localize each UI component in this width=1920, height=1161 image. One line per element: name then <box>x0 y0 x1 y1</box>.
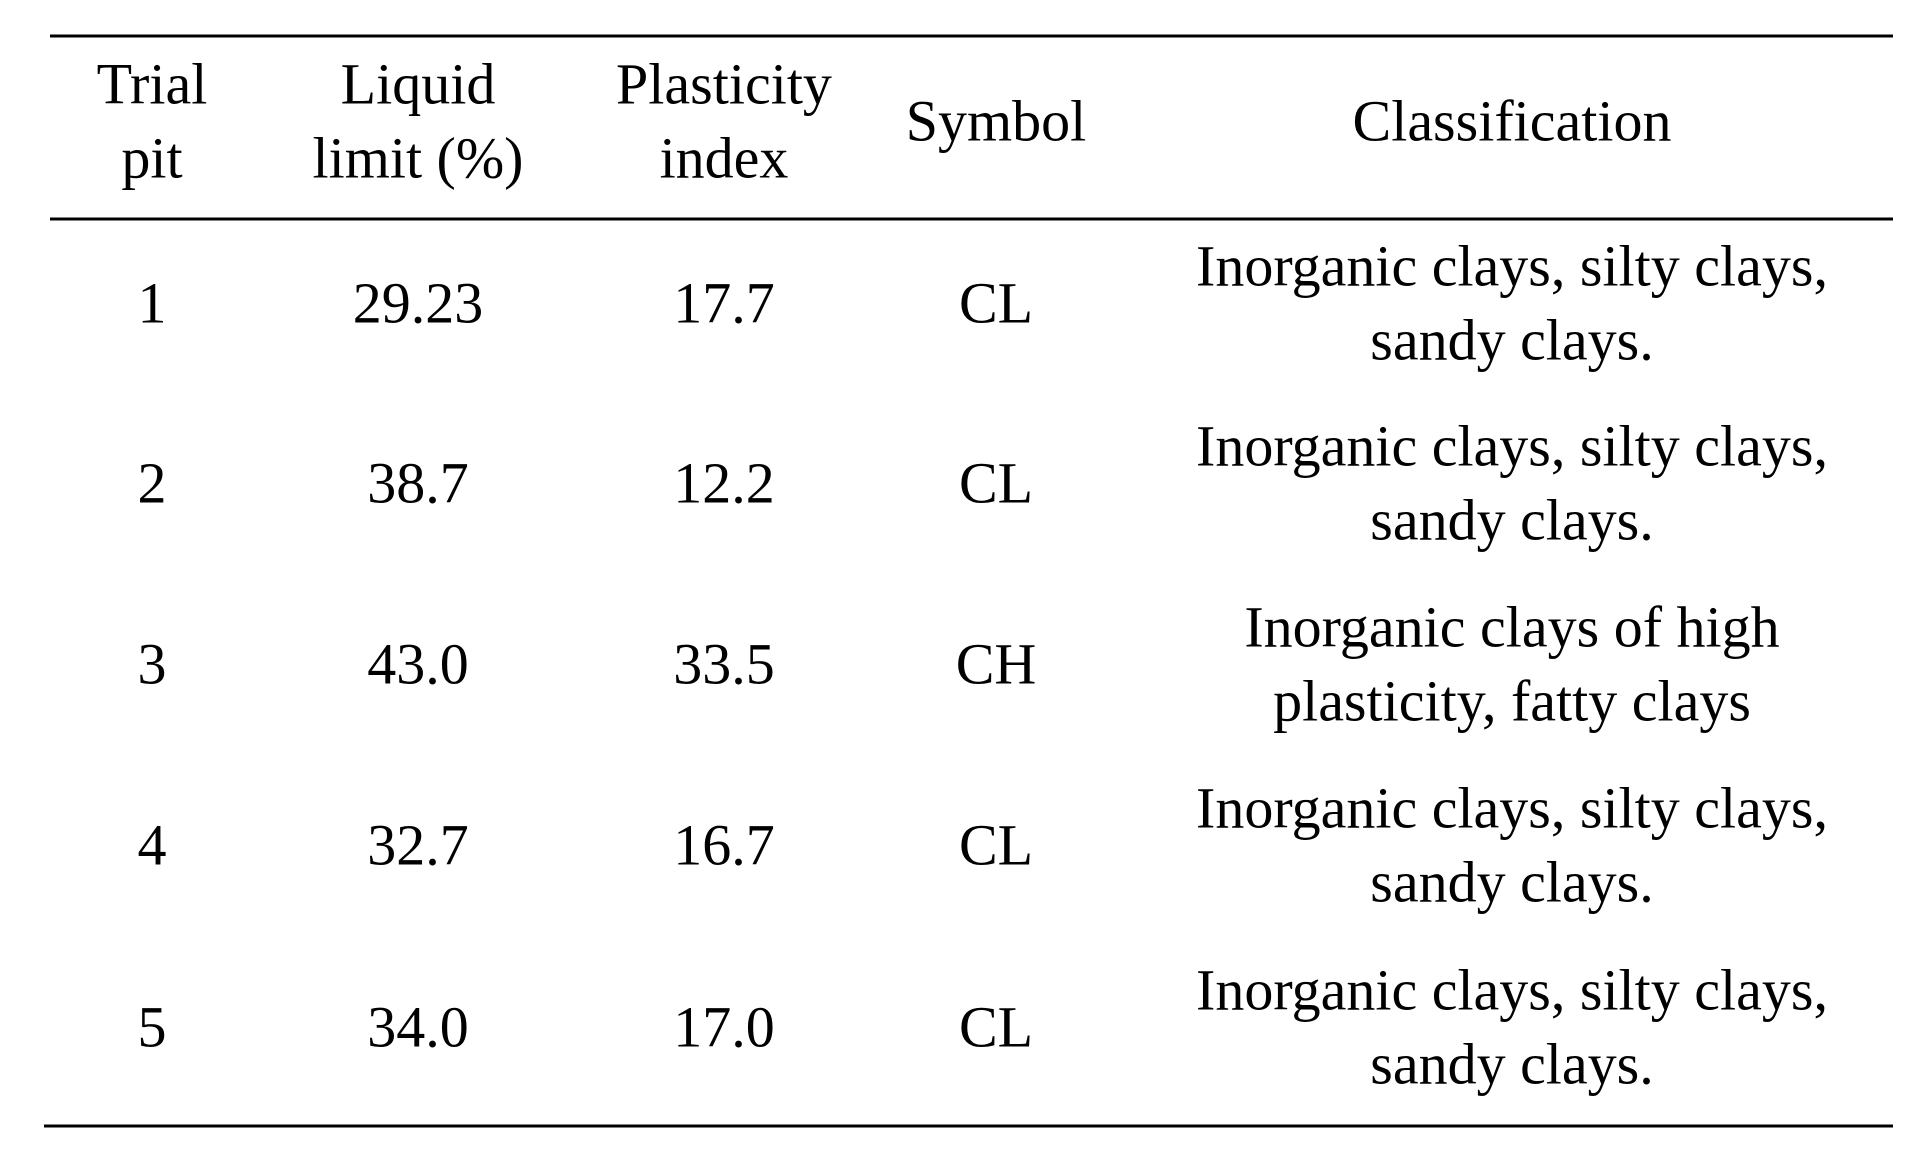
header-cell: Trial <box>97 51 208 116</box>
table-cell: 43.0 <box>367 631 469 696</box>
table-cell: 12.2 <box>673 450 775 515</box>
table-cell: Inorganic clays, silty clays, <box>1196 413 1828 478</box>
table-cell: CL <box>959 270 1033 335</box>
table-cell: 34.0 <box>367 994 469 1059</box>
header-cell: index <box>660 125 789 190</box>
table-cell: 3 <box>138 631 167 696</box>
table-cell: 16.7 <box>673 812 775 877</box>
table-cell: Inorganic clays of high <box>1244 594 1779 659</box>
table-cell: 33.5 <box>673 631 775 696</box>
table-cell: Inorganic clays, silty clays, <box>1196 775 1828 840</box>
header-cell: Classification <box>1353 88 1672 153</box>
header-cell: pit <box>121 125 182 190</box>
table-cell: sandy clays. <box>1370 849 1654 914</box>
table-cell: 17.7 <box>673 270 775 335</box>
table-cell: sandy clays. <box>1370 307 1654 372</box>
table-cell: CL <box>959 812 1033 877</box>
header-cell: Liquid <box>341 51 496 116</box>
table-cell: 32.7 <box>367 812 469 877</box>
table-cell: CL <box>959 450 1033 515</box>
table-cell: plasticity, fatty clays <box>1273 668 1751 733</box>
table-cell: 38.7 <box>367 450 469 515</box>
table-cell: 17.0 <box>673 994 775 1059</box>
table-cell: 1 <box>138 270 167 335</box>
table-cell: CL <box>959 994 1033 1059</box>
table-cell: 4 <box>138 812 167 877</box>
table-cell: Inorganic clays, silty clays, <box>1196 957 1828 1022</box>
table-cell: Inorganic clays, silty clays, <box>1196 233 1828 298</box>
table-cell: 5 <box>138 994 167 1059</box>
header-cell: limit (%) <box>312 125 523 190</box>
table-cell: sandy clays. <box>1370 487 1654 552</box>
table-cell: sandy clays. <box>1370 1031 1654 1096</box>
table-cell: 2 <box>138 450 167 515</box>
header-cell: Symbol <box>906 88 1087 153</box>
header-cell: Plasticity <box>616 51 832 116</box>
table-cell: CH <box>956 631 1037 696</box>
table-cell: 29.23 <box>353 270 484 335</box>
